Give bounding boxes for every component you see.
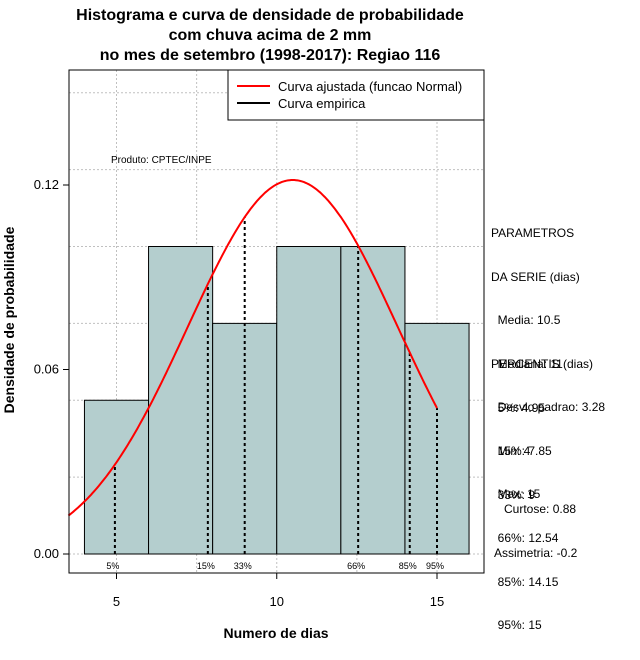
legend-box (227, 69, 485, 121)
histogram-bars (83, 246, 470, 555)
percentiles-list: PERCENTIS (dias) 5%: 4.95 15%: 7.85 33%:… (491, 328, 593, 647)
percentile-label: 33% (234, 561, 252, 571)
percentile-line: 95%: 15 (491, 618, 542, 632)
percentile-line: 66%: 12.54 (491, 531, 559, 545)
param-line: Media: 10.5 (491, 313, 561, 327)
percentile-label: 66% (347, 561, 365, 571)
percentile-line: 85%: 14.15 (491, 574, 559, 589)
percentile-label: 15% (197, 561, 215, 571)
y-tick-label: 0.00 (34, 546, 59, 561)
param-line: PARAMETROS (491, 226, 575, 240)
percentile-line: 33%: 9 (491, 487, 536, 502)
histogram-bar (276, 246, 342, 555)
skewness-line: Assimetria: -0.2 (494, 545, 578, 560)
param-line: Min: 4 (491, 443, 531, 458)
chart-title-line-2: com chuva acima de 2 mm (168, 27, 372, 44)
y-tick-label: 0.06 (34, 362, 59, 377)
product-annotation: Produto: CPTEC/INPE (111, 155, 212, 166)
x-tick-label: 15 (430, 594, 444, 609)
percentile-line: 15%: 7.85 (491, 444, 552, 458)
chart-title-line-1: Histograma e curva de densidade de proba… (76, 7, 464, 24)
histogram-bar (340, 246, 406, 555)
param-line: DA SERIE (dias) (491, 269, 580, 284)
chart-title-line-3: no mes de setembro (1998-2017): Regiao 1… (99, 47, 441, 64)
x-tick-label: 5 (113, 594, 120, 609)
y-tick-label: 0.12 (34, 177, 59, 192)
x-tick-label: 10 (270, 594, 284, 609)
axes: 0.00 0.06 0.12 5 10 15 (34, 177, 445, 609)
param-line: Max: 15 (491, 487, 541, 501)
param-line: Mediana: 11 (491, 356, 563, 371)
shape-stats: Curtose: 0.88 Assimetria: -0.2 (494, 473, 577, 575)
percentile-line: PERCENTIS (dias) (491, 357, 594, 371)
percentile-label: 85% (399, 561, 417, 571)
percentile-lines: 5% 15% 33% 66% 85% 95% (106, 217, 444, 571)
kurtosis-line: Curtose: 0.88 (494, 502, 577, 516)
legend-label: Curva ajustada (funcao Normal) (278, 79, 462, 94)
legend: Curva ajustada (funcao Normal) Curva empi… (227, 69, 485, 121)
percentile-label: 5% (106, 561, 119, 571)
percentile-label: 95% (426, 561, 444, 571)
x-axis-label: Numero de dias (223, 625, 328, 641)
param-line: Desvio padrao: 3.28 (491, 400, 606, 414)
series-parameters: PARAMETROS DA SERIE (dias) Media: 10.5 M… (491, 197, 605, 516)
histogram-bar (83, 399, 150, 555)
y-axis-label: Densidade de probabilidade (1, 226, 17, 413)
normal-curve-line (67, 179, 438, 517)
legend-label: Curva empirica (278, 96, 366, 111)
percentile-line: 5%: 4.95 (491, 400, 546, 415)
